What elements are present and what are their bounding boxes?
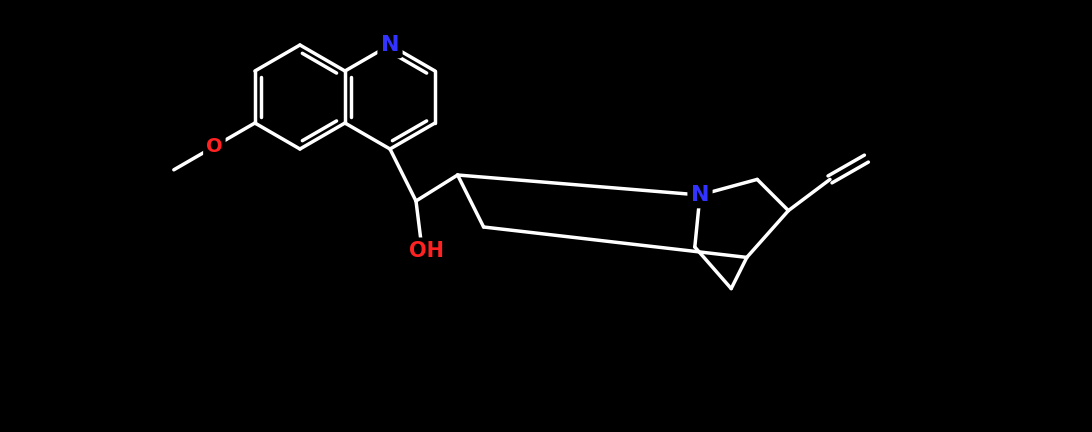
Text: N: N [691, 185, 709, 205]
Text: O: O [206, 137, 223, 156]
Text: N: N [381, 35, 400, 55]
Text: OH: OH [408, 241, 443, 260]
